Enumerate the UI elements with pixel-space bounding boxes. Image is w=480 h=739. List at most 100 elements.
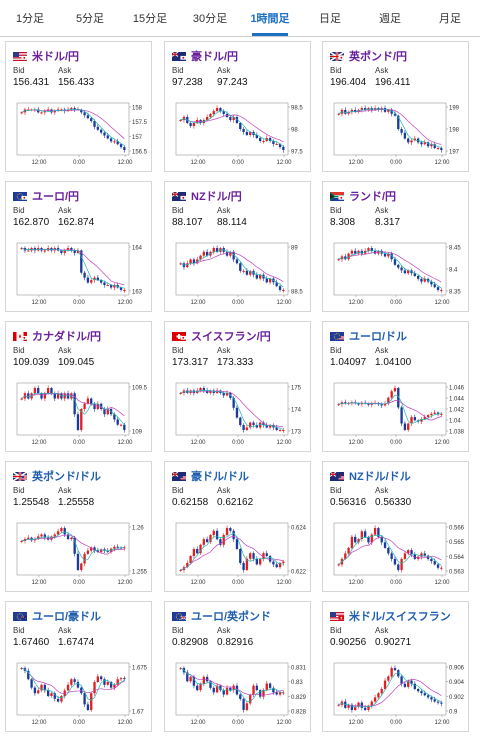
candle-body	[205, 117, 209, 121]
candle-body	[350, 250, 354, 254]
pair-card[interactable]: 英ポンド/ドル Bid Ask 1.25548 1.25558 1.26 1.255 12:0…	[5, 461, 152, 592]
candle-body	[380, 536, 383, 543]
candle-body	[255, 134, 259, 138]
x-tick-label: 12:00	[117, 300, 133, 306]
x-tick-label: 0:00	[73, 160, 85, 166]
candle-body	[40, 534, 43, 537]
candle-body	[282, 561, 285, 563]
candle-body	[116, 419, 119, 425]
candle-body	[360, 108, 364, 110]
pair-card[interactable]: 豪ドル/ドル Bid Ask 0.62158 0.62162 0.624 0.622 12:0…	[164, 461, 311, 592]
ask-value: 88.114	[217, 217, 247, 228]
ask-label: Ask	[58, 206, 72, 215]
timeframe-tabs: 1分足 5分足 15分足 30分足 1時間足 日足 週足 月足	[0, 0, 480, 37]
moving-average-fast	[21, 392, 125, 425]
pair-card[interactable]: 英ポンド/円 Bid Ask 196.404 196.411 199 198 197 12:00…	[322, 41, 469, 172]
candle-body	[53, 110, 56, 113]
y-tick-label: 175	[291, 386, 302, 392]
candle-body	[186, 390, 189, 393]
candle-body	[179, 392, 182, 394]
pair-card[interactable]: スイスフラン/円 Bid Ask 173.317 173.333 175 174 173 12:…	[164, 321, 311, 452]
candle-body	[433, 699, 436, 702]
bid-label: Bid	[330, 346, 342, 355]
pair-name[interactable]: 米ドル/円	[13, 48, 79, 63]
pair-card[interactable]: ユーロ/英ポンド Bid Ask 0.82908 0.82916 0.831 0.83 0.8…	[164, 601, 311, 732]
tab-1min[interactable]: 1分足	[15, 13, 45, 25]
candle-body	[433, 412, 436, 414]
pair-name[interactable]: NZドル/円	[172, 188, 242, 203]
candle-body	[380, 404, 383, 406]
y-tick-label: 164	[132, 246, 143, 252]
pair-card[interactable]: カナダドル/円 Bid Ask 109.039 109.045 109.5 109 12:00…	[5, 321, 152, 452]
candle-body	[119, 144, 123, 148]
candle-body	[258, 137, 262, 141]
candle-body	[383, 253, 387, 257]
candle-body	[272, 561, 275, 565]
pair-name[interactable]: 英ポンド/円	[330, 48, 407, 63]
pair-name[interactable]: 豪ドル/ドル	[172, 468, 249, 483]
candle-body	[239, 123, 242, 129]
nz-us-flag-icon	[330, 472, 345, 481]
candle-body	[407, 423, 410, 430]
candle-body	[20, 668, 23, 670]
pair-card[interactable]: 米ドル/円 Bid Ask 156.431 156.433 158 157.5 157 156.…	[5, 41, 152, 172]
tab-weekly[interactable]: 週足	[379, 13, 401, 25]
candle-body	[123, 678, 126, 680]
candle-body	[186, 562, 189, 568]
pair-name[interactable]: NZドル/ドル	[330, 468, 411, 483]
pair-name[interactable]: 豪ドル/円	[172, 48, 238, 63]
candle-body	[90, 118, 93, 122]
tab-daily[interactable]: 日足	[319, 13, 341, 25]
candle-body	[245, 427, 249, 430]
eu-us-flag-icon	[330, 332, 345, 341]
candle-body	[363, 707, 367, 710]
pair-card[interactable]: NZドル/円 Bid Ask 88.107 88.114 89 88.5 12:00 0:00 1…	[164, 181, 311, 312]
candle-body	[245, 703, 249, 710]
tab-5min[interactable]: 5分足	[75, 13, 105, 25]
pair-name[interactable]: カナダドル/円	[13, 328, 101, 343]
gb-us-flag-icon	[13, 472, 28, 481]
moving-average-fast	[180, 390, 284, 430]
au-jp-flag-icon	[172, 52, 187, 61]
candle-body	[347, 111, 350, 114]
pair-card[interactable]: 米ドル/スイスフラン Bid Ask 0.90256 0.90271 0.906 0.904…	[322, 601, 469, 732]
bid-value: 109.039	[13, 357, 50, 368]
pair-card[interactable]: ユーロ/円 Bid Ask 162.870 162.874 164 163 12:00 0:00…	[5, 181, 152, 312]
pair-card[interactable]: 豪ドル/円 Bid Ask 97.238 97.243 98.5 98 97.5 12:00 0:…	[164, 41, 311, 172]
pair-card[interactable]: ユーロ/ドル Bid Ask 1.04097 1.04100 1.046 1.044 1.04…	[322, 321, 469, 452]
candle-body	[436, 412, 440, 415]
candle-body	[106, 409, 109, 415]
candle-body	[407, 270, 410, 274]
price-chart: 0.624 0.622 12:00 0:00 12:00	[175, 522, 307, 586]
candle-body	[56, 698, 60, 702]
pair-name[interactable]: ユーロ/円	[13, 188, 79, 203]
pair-name[interactable]: 英ポンド/ドル	[13, 468, 101, 483]
pair-card[interactable]: ユーロ/豪ドル Bid Ask 1.67460 1.67474 1.675 1.67 12:0…	[5, 601, 152, 732]
candle-body	[360, 531, 364, 540]
pair-name[interactable]: スイスフラン/円	[172, 328, 271, 343]
candle-body	[265, 278, 268, 283]
candle-body	[344, 402, 347, 404]
us-jp-flag-icon	[13, 52, 28, 61]
bid-label: Bid	[330, 626, 342, 635]
candle-body	[380, 689, 383, 694]
pair-name[interactable]: ユーロ/ドル	[330, 328, 407, 343]
pair-card[interactable]: NZドル/ドル Bid Ask 0.56316 0.56330 0.566 0.565 0.5…	[322, 461, 469, 592]
candle-body	[239, 549, 242, 563]
candle-body	[370, 248, 373, 251]
tab-30min[interactable]: 30分足	[192, 13, 228, 25]
pair-name[interactable]: ユーロ/豪ドル	[13, 608, 101, 623]
y-tick-label: 0.563	[449, 570, 465, 576]
candle-body	[393, 388, 397, 392]
candle-body	[37, 536, 40, 539]
pair-name[interactable]: 米ドル/スイスフラン	[330, 608, 451, 623]
pair-card[interactable]: ランド/円 Bid Ask 8.308 8.317 8.45 8.4 8.35 12:00 0:0…	[322, 181, 469, 312]
pair-name[interactable]: ユーロ/英ポンド	[172, 608, 271, 623]
pair-name[interactable]: ランド/円	[330, 188, 396, 203]
price-chart: 98.5 98 97.5 12:00 0:00 12:00	[175, 102, 303, 166]
candle-body	[249, 422, 252, 428]
tab-1hour[interactable]: 1時間足	[240, 0, 300, 36]
tab-monthly[interactable]: 月足	[439, 13, 461, 25]
tab-15min[interactable]: 15分足	[132, 13, 168, 25]
candle-body	[225, 528, 229, 536]
